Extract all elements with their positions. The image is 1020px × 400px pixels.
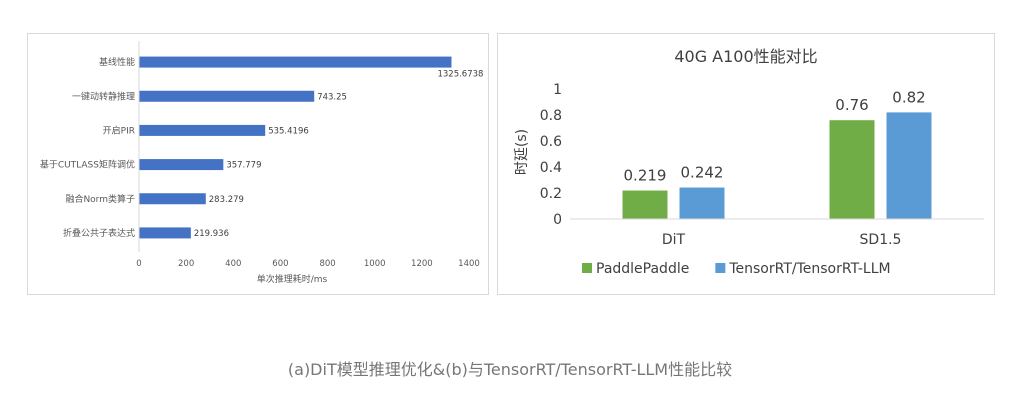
chart-b-svg: 40G A100性能对比 时延(s) 0 0.2 0.4 0.6 0.8 1 0.219 0… <box>514 47 984 277</box>
chart-b-legend-label: PaddlePaddle <box>596 261 689 277</box>
chart-b-bar <box>886 112 932 219</box>
chart-a-x-tick-label: 200 <box>178 259 194 269</box>
chart-a-x-tick-label: 1400 <box>458 259 480 269</box>
figure-caption: (a)DiT模型推理优化&(b)与TensorRT/TensorRT-LLM性能… <box>287 360 733 379</box>
chart-a-bar <box>139 56 452 68</box>
chart-a-x-tick-label: 1200 <box>411 259 433 269</box>
chart-b-legend-swatch <box>715 263 726 273</box>
chart-b-data-label: 0.82 <box>892 88 925 106</box>
chart-b-legend-swatch <box>582 263 592 273</box>
chart-a-bar <box>139 193 206 205</box>
chart-b-bar <box>622 190 668 219</box>
chart-a-x-axis-label: 单次推理耗时/ms <box>257 273 328 285</box>
chart-b-bar <box>679 187 725 219</box>
chart-a-data-label: 283.279 <box>209 195 244 205</box>
chart-a-category-label: 开启PIR <box>103 124 135 136</box>
chart-a-data-label: 743.25 <box>317 92 347 102</box>
chart-b-y-tick-label: 1 <box>553 82 562 98</box>
chart-a-x-tick-label: 0 <box>136 259 141 269</box>
chart-b-data-label: 0.76 <box>835 96 868 114</box>
chart-a-category-label: 一键动转静推理 <box>72 90 135 102</box>
chart-b-y-tick-label: 0.6 <box>540 134 562 150</box>
chart-a-category-label: 基于CUTLASS矩阵调优 <box>40 159 135 171</box>
chart-b-category-label: DiT <box>662 232 686 248</box>
chart-a-category-label: 折叠公共子表达式 <box>63 227 135 239</box>
chart-b-y-tick-label: 0.2 <box>540 186 562 202</box>
chart-a-data-label: 1325.6738 <box>437 70 483 80</box>
chart-a-bar <box>139 227 191 239</box>
chart-b-data-label: 0.219 <box>624 167 667 185</box>
chart-a-panel: 基线性能一键动转静推理开启PIR 基于CUTLASS矩阵调优融合Norm类算子 折叠… <box>27 33 489 295</box>
chart-b-category-label: SD1.5 <box>860 232 902 248</box>
chart-b-title: 40G A100性能对比 <box>674 47 817 66</box>
chart-a-data-label: 535.4196 <box>268 126 309 136</box>
chart-b-bar <box>829 120 875 219</box>
chart-b-y-axis-label: 时延(s) <box>514 129 530 175</box>
chart-a-bar <box>139 159 224 171</box>
chart-a-x-tick-label: 1000 <box>364 259 386 269</box>
chart-b-y-tick-label: 0.4 <box>540 160 562 176</box>
chart-a-bar <box>139 90 315 102</box>
chart-a-category-label: 融合Norm类算子 <box>65 193 135 205</box>
chart-b-panel: 40G A100性能对比 时延(s) 0 0.2 0.4 0.6 0.8 1 0.219 0… <box>497 33 995 295</box>
chart-b-legend-label: TensorRT/TensorRT-LLM <box>728 261 890 277</box>
chart-a-data-label: 357.779 <box>226 161 261 171</box>
chart-a-category-label: 基线性能 <box>99 56 135 68</box>
chart-b-y-tick-label: 0 <box>553 212 562 228</box>
chart-b-data-label: 0.242 <box>681 164 724 182</box>
chart-b-y-tick-label: 0.8 <box>540 108 562 124</box>
chart-a-data-label: 219.936 <box>194 229 229 239</box>
chart-a-bar <box>139 124 266 136</box>
chart-a-x-tick-label: 400 <box>225 259 241 269</box>
chart-a-x-tick-label: 600 <box>272 259 288 269</box>
chart-a-x-tick-label: 800 <box>319 259 335 269</box>
